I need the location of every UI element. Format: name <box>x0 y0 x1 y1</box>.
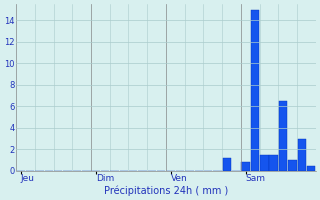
Bar <box>288 160 297 171</box>
Bar <box>223 158 231 171</box>
Bar <box>269 155 278 171</box>
Bar <box>307 166 316 171</box>
Bar <box>251 10 259 171</box>
Bar <box>260 155 268 171</box>
Bar <box>279 101 287 171</box>
Bar <box>298 139 306 171</box>
Bar <box>241 162 250 171</box>
X-axis label: Précipitations 24h ( mm ): Précipitations 24h ( mm ) <box>104 185 228 196</box>
